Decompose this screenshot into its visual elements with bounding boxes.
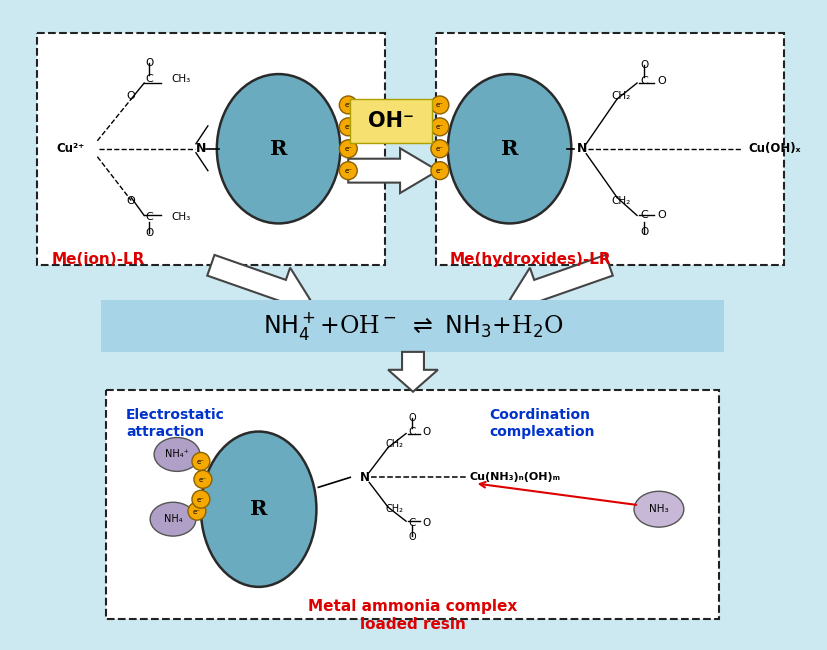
Text: NH₄: NH₄ bbox=[164, 514, 182, 524]
Text: R: R bbox=[270, 138, 287, 159]
Text: $\rm NH_4^+$+OH$^-$ $\rightleftharpoons$ $\rm NH_3$+H$_2$O: $\rm NH_4^+$+OH$^-$ $\rightleftharpoons$… bbox=[263, 310, 563, 342]
Text: O: O bbox=[640, 227, 648, 237]
Text: N: N bbox=[361, 471, 370, 484]
Circle shape bbox=[339, 118, 357, 136]
Circle shape bbox=[431, 140, 449, 158]
FancyBboxPatch shape bbox=[107, 390, 719, 619]
Text: Electrostatic
attraction: Electrostatic attraction bbox=[127, 408, 225, 439]
FancyBboxPatch shape bbox=[351, 99, 432, 143]
Text: OH⁻: OH⁻ bbox=[368, 111, 414, 131]
Polygon shape bbox=[509, 255, 613, 313]
Circle shape bbox=[431, 118, 449, 136]
Text: Cu(NH₃)ₙ(OH)ₘ: Cu(NH₃)ₙ(OH)ₘ bbox=[470, 473, 561, 482]
Text: Cu(OH)ₓ: Cu(OH)ₓ bbox=[748, 142, 801, 155]
Text: Metal ammonia complex
loaded resin: Metal ammonia complex loaded resin bbox=[308, 599, 518, 632]
Text: R: R bbox=[501, 138, 519, 159]
Text: O: O bbox=[657, 76, 666, 86]
Text: NH₄⁺: NH₄⁺ bbox=[165, 449, 189, 460]
Circle shape bbox=[339, 140, 357, 158]
Circle shape bbox=[431, 162, 449, 179]
Polygon shape bbox=[388, 352, 437, 392]
Circle shape bbox=[339, 162, 357, 179]
Text: Me(ion)-LR: Me(ion)-LR bbox=[51, 252, 145, 267]
Ellipse shape bbox=[634, 491, 684, 527]
Polygon shape bbox=[348, 148, 437, 193]
Text: O: O bbox=[145, 228, 153, 239]
Ellipse shape bbox=[201, 432, 317, 587]
Text: e⁻: e⁻ bbox=[436, 103, 444, 109]
Text: e⁻: e⁻ bbox=[436, 146, 444, 152]
Text: O: O bbox=[422, 426, 430, 437]
Text: Cu²⁺: Cu²⁺ bbox=[56, 142, 84, 155]
Text: Me(hydroxides)-LR: Me(hydroxides)-LR bbox=[450, 252, 611, 267]
Text: e⁻: e⁻ bbox=[197, 497, 205, 502]
Text: O: O bbox=[640, 60, 648, 70]
Text: N: N bbox=[577, 142, 587, 155]
Text: O: O bbox=[127, 196, 136, 205]
Ellipse shape bbox=[151, 502, 196, 536]
Text: C: C bbox=[640, 76, 648, 86]
Text: CH₃: CH₃ bbox=[171, 74, 190, 84]
Text: O: O bbox=[409, 413, 416, 422]
Text: C: C bbox=[409, 518, 416, 528]
Text: CH₂: CH₂ bbox=[385, 439, 403, 450]
Text: e⁻: e⁻ bbox=[197, 459, 205, 465]
Text: C: C bbox=[146, 213, 153, 222]
Text: O: O bbox=[145, 58, 153, 68]
Text: O: O bbox=[657, 211, 666, 220]
Text: e⁻: e⁻ bbox=[193, 509, 201, 515]
Text: e⁻: e⁻ bbox=[344, 146, 352, 152]
Text: CH₃: CH₃ bbox=[171, 213, 190, 222]
Text: C: C bbox=[409, 426, 416, 437]
Text: O: O bbox=[127, 91, 136, 101]
FancyBboxPatch shape bbox=[102, 300, 724, 352]
Ellipse shape bbox=[448, 74, 571, 224]
Circle shape bbox=[192, 452, 210, 471]
Text: CH₂: CH₂ bbox=[385, 504, 403, 514]
FancyBboxPatch shape bbox=[436, 33, 784, 265]
Text: e⁻: e⁻ bbox=[344, 124, 352, 131]
Text: O: O bbox=[409, 532, 416, 542]
Circle shape bbox=[192, 490, 210, 508]
Circle shape bbox=[194, 471, 212, 488]
Text: CH₂: CH₂ bbox=[611, 91, 630, 101]
Ellipse shape bbox=[154, 437, 200, 471]
FancyBboxPatch shape bbox=[36, 33, 385, 265]
Text: CH₂: CH₂ bbox=[611, 196, 630, 205]
Polygon shape bbox=[208, 255, 310, 313]
Circle shape bbox=[188, 502, 206, 520]
Text: e⁻: e⁻ bbox=[344, 168, 352, 174]
Text: Coordination
complexation: Coordination complexation bbox=[490, 408, 595, 439]
Text: C: C bbox=[146, 74, 153, 84]
Text: e⁻: e⁻ bbox=[436, 168, 444, 174]
Circle shape bbox=[431, 96, 449, 114]
Text: e⁻: e⁻ bbox=[436, 124, 444, 131]
Circle shape bbox=[339, 96, 357, 114]
Text: C: C bbox=[640, 211, 648, 220]
Text: N: N bbox=[196, 142, 206, 155]
Text: O: O bbox=[422, 518, 430, 528]
Ellipse shape bbox=[217, 74, 341, 224]
Text: NH₃: NH₃ bbox=[649, 504, 669, 514]
Text: e⁻: e⁻ bbox=[344, 103, 352, 109]
Text: R: R bbox=[250, 499, 267, 519]
Text: e⁻: e⁻ bbox=[199, 477, 207, 483]
